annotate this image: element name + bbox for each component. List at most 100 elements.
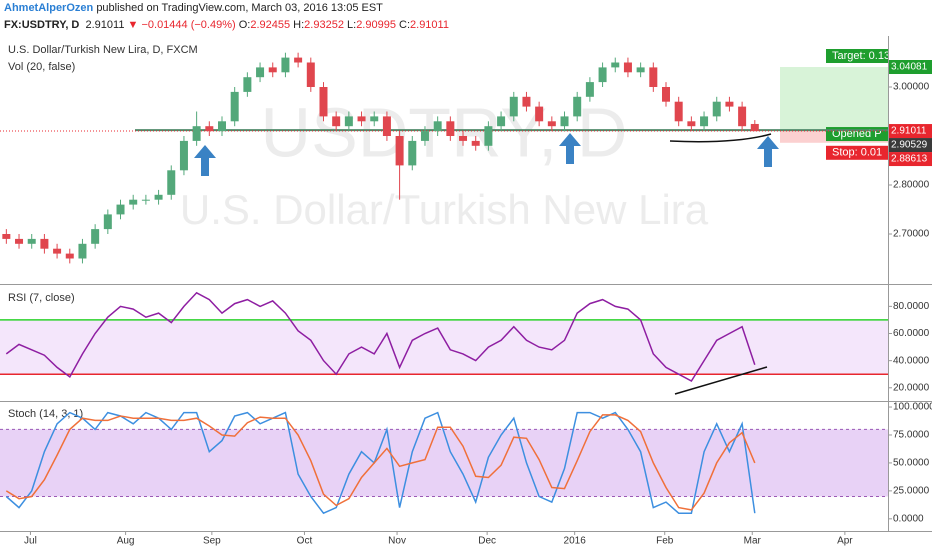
band-fill [0, 319, 888, 375]
candle-body [370, 116, 379, 122]
candle-body [344, 116, 353, 127]
candle-body [446, 121, 455, 136]
price-tag [889, 138, 932, 153]
candle-body [738, 106, 747, 127]
price-tag-label: 3.04081 [891, 62, 928, 73]
x-tick-label: Oct [297, 536, 313, 547]
published: published on TradingView.com, March 03, … [96, 2, 383, 14]
change: −0.01444 (−0.49%) [141, 19, 236, 31]
header-line: AhmetAlperOzen published on TradingView.… [0, 0, 932, 17]
y-tick-label: 60.0000 [893, 328, 930, 339]
candle-body [459, 136, 468, 141]
candle-body [509, 96, 518, 117]
candle-body [179, 140, 188, 171]
watermark: U.S. Dollar/Turkish New Lira [180, 186, 709, 233]
candle-body [256, 67, 265, 78]
candle-body [91, 229, 100, 244]
candle-body [141, 199, 150, 201]
x-tick-label: Apr [837, 536, 853, 547]
last-price: 2.91011 [85, 19, 125, 31]
header-line: FX:USDTRY, D 2.91011 ▼ −0.01444 (−0.49%)… [0, 17, 932, 34]
header: AhmetAlperOzen published on TradingView.… [0, 0, 932, 36]
x-tick-label: Sep [203, 536, 221, 547]
trend-line [674, 366, 768, 395]
band-fill [0, 429, 888, 497]
candle-body [294, 57, 303, 63]
y-tick-label: 0.0000 [893, 513, 924, 524]
position-label-box [826, 145, 896, 160]
target-zone [780, 67, 888, 132]
candle-body [712, 101, 721, 117]
price-tag [889, 152, 932, 167]
candle-body [103, 214, 112, 230]
candle-body [662, 87, 670, 102]
x-tick-label: Mar [744, 536, 762, 547]
ohlc-value: 2.92455 [250, 19, 291, 31]
x-tick-label: Feb [656, 536, 674, 547]
arrow [559, 133, 581, 164]
candle-body [15, 238, 24, 244]
candle-body [522, 96, 531, 107]
candle-body [484, 126, 493, 146]
candle-body [230, 91, 239, 122]
candle-body [408, 140, 417, 166]
candle-body [78, 243, 87, 259]
candle-body [573, 96, 582, 117]
candle-body [268, 67, 277, 73]
candle-body [547, 121, 556, 127]
arrow [757, 136, 779, 167]
candle-body [395, 136, 404, 166]
ohlc-value: 2.90995 [356, 19, 396, 31]
price-tag [889, 60, 932, 75]
candle-body [205, 126, 214, 132]
candle-body [382, 116, 391, 136]
series-line [5, 414, 756, 511]
candle-body [471, 140, 480, 146]
candle-body [357, 116, 366, 122]
candle-body [687, 121, 696, 127]
candle-body [154, 194, 163, 200]
annotations [194, 133, 779, 395]
arrow [194, 145, 216, 176]
y-tick-label: 20.0000 [893, 382, 930, 393]
candle-body [420, 131, 429, 141]
y-tick-label: 40.0000 [893, 355, 930, 366]
price-axis: 2.70000 2.80000 3.00000 3.04081 2.91011 2.905… [0, 36, 932, 550]
y-tick-label: 100.0000 [893, 402, 932, 413]
price-tag-label: 2.91011 [891, 126, 927, 137]
x-tick-label: Aug [117, 536, 135, 547]
candle-body [65, 253, 74, 259]
x-tick-label: Nov [388, 536, 406, 547]
candle-body [611, 62, 620, 68]
ohlc-value: 2.91011 [410, 19, 449, 31]
candle-body [750, 123, 759, 132]
candle-body [332, 116, 341, 127]
candle-body [167, 170, 176, 195]
down-icon: ▼ [127, 19, 139, 31]
candle-body [306, 62, 315, 87]
plot-area: USDTRY, DU.S. Dollar/Turkish New LiraU.S… [0, 44, 896, 515]
candle-body [636, 67, 645, 73]
candle-body [585, 82, 594, 97]
candle-body [27, 238, 36, 244]
series-line [5, 291, 756, 382]
position-label: Stop: 0.01 [832, 147, 882, 159]
series-line [5, 411, 756, 515]
candle-body [281, 57, 290, 73]
candle-body [2, 234, 11, 239]
y-tick-label: 50.0000 [893, 458, 930, 469]
candle-body [40, 238, 49, 249]
ohlc-value: 2.93252 [304, 19, 344, 31]
ohlc-label: O: [238, 19, 251, 31]
y-tick-label: 75.0000 [893, 430, 930, 441]
price-tag-label: 2.90529 [891, 140, 928, 151]
candle-body [649, 67, 658, 87]
panel-title: U.S. Dollar/Turkish New Lira, D, FXCM [8, 44, 198, 56]
author: AhmetAlperOzen [4, 2, 94, 14]
candle-body [192, 126, 201, 141]
candle-body [725, 101, 734, 107]
candle-body [129, 199, 138, 205]
axis-background [888, 36, 932, 550]
y-tick-label: 2.80000 [893, 180, 930, 191]
